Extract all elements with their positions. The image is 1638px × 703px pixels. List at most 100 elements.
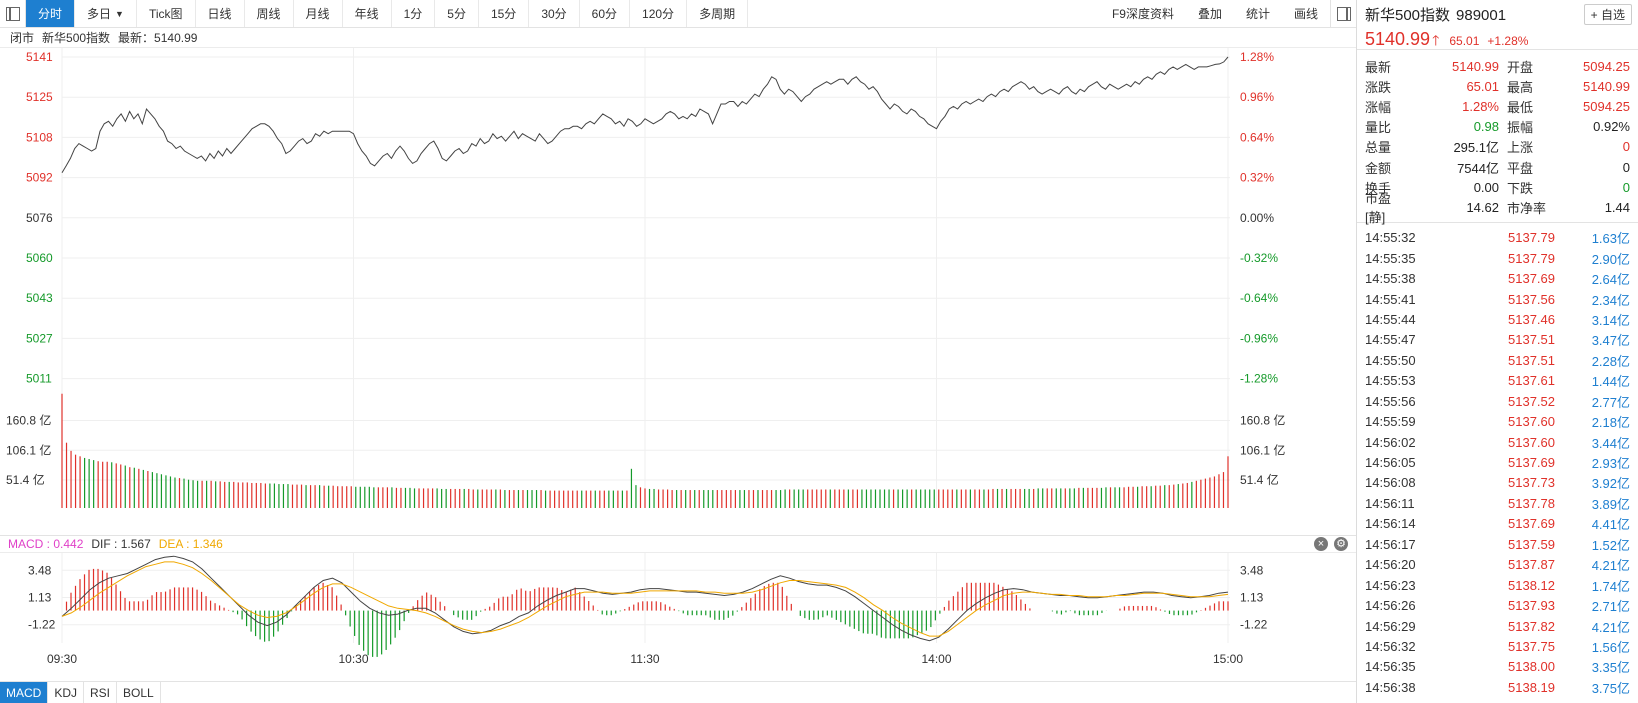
tick-time: 14:56:02 xyxy=(1365,434,1416,450)
time-tick-label: 09:30 xyxy=(47,652,77,666)
stats-row: 最新 5140.99 开盘 5094.25 xyxy=(1365,56,1630,76)
period-tab[interactable]: Tick图 xyxy=(137,0,196,27)
tick-time: 14:56:32 xyxy=(1365,638,1416,654)
right-panel-toggle[interactable] xyxy=(1330,0,1356,27)
period-tab[interactable]: 120分 xyxy=(630,0,688,27)
tick-amount: 2.64亿 xyxy=(1591,272,1630,288)
tick-time: 14:56:11 xyxy=(1365,495,1415,511)
macd-chart[interactable]: 3.48 3.48 1.13 1.13 -1.22 -1.22 09:30 10:30 11:3… xyxy=(0,553,1356,681)
tick-amount: 3.89亿 xyxy=(1591,496,1630,512)
stats-row: 市盈[静] 14.62 市净率 1.44 xyxy=(1365,191,1630,225)
tick-amount: 4.41亿 xyxy=(1591,517,1630,533)
latest-price: 最新：5140.99 xyxy=(118,31,198,45)
tick-amount: 3.92亿 xyxy=(1591,476,1630,492)
price-tick-label: 5092 xyxy=(26,171,53,185)
tick-row: 14:55:56 5137.52 2.77亿 xyxy=(1365,391,1630,411)
volume-tick-label: 51.4 亿 xyxy=(1240,472,1279,487)
tick-time: 14:55:56 xyxy=(1365,393,1416,409)
tool-tab[interactable]: 画线 xyxy=(1293,7,1318,21)
period-tab-label: 5分 xyxy=(447,7,466,21)
macd-tick-label: -1.22 xyxy=(1240,618,1268,632)
tool-tabs: F9深度资料 叠加 统计 画线 xyxy=(1100,0,1330,27)
period-tab-label: 日线 xyxy=(207,7,232,21)
tool-tab[interactable]: 叠加 xyxy=(1197,7,1222,21)
tick-time: 14:56:35 xyxy=(1365,659,1416,675)
tick-time: 14:56:29 xyxy=(1365,618,1416,634)
indicator-tab[interactable]: BOLL xyxy=(117,682,161,703)
add-watchlist-button[interactable]: + 自选 xyxy=(1583,4,1632,25)
tick-time: 14:55:32 xyxy=(1365,230,1416,246)
period-tab-label: 月线 xyxy=(305,7,330,21)
panel-change: 65.01 xyxy=(1449,34,1480,48)
tick-row: 14:55:35 5137.79 2.90亿 xyxy=(1365,248,1630,268)
stat-value: 65.01 xyxy=(1466,78,1499,94)
tick-time: 14:55:53 xyxy=(1365,373,1416,389)
period-tab[interactable]: 30分 xyxy=(529,0,580,27)
period-tab-label: 30分 xyxy=(541,7,567,21)
period-tab[interactable]: 1分 xyxy=(392,0,436,27)
tick-time: 14:56:17 xyxy=(1365,536,1416,552)
pct-tick-label: -0.64% xyxy=(1240,291,1278,305)
tick-amount: 3.47亿 xyxy=(1591,333,1630,349)
tick-time: 14:55:47 xyxy=(1365,332,1416,348)
index-name: 新华500指数 xyxy=(42,31,111,45)
stat-label: 开盘 xyxy=(1507,59,1534,75)
tick-price: 5137.78 xyxy=(1508,495,1555,511)
period-tab[interactable]: 15分 xyxy=(479,0,530,27)
tick-price: 5137.69 xyxy=(1508,271,1555,287)
tick-amount: 4.21亿 xyxy=(1591,619,1630,635)
period-tab-label: 年线 xyxy=(354,7,379,21)
period-tab-label: 1分 xyxy=(403,7,423,21)
tick-amount: 3.35亿 xyxy=(1591,660,1630,676)
indicator-tab[interactable]: RSI xyxy=(84,682,118,703)
price-line xyxy=(61,56,1229,173)
period-tab[interactable]: 月线 xyxy=(294,0,343,27)
stat-label: 量比 xyxy=(1365,120,1392,136)
tick-price: 5137.52 xyxy=(1508,393,1555,409)
period-tab[interactable]: 多日 ▼ xyxy=(75,0,137,27)
close-icon[interactable]: × xyxy=(1314,537,1328,551)
period-tab[interactable]: 年线 xyxy=(343,0,392,27)
stat-value: 5140.99 xyxy=(1452,58,1499,74)
tick-amount: 1.44亿 xyxy=(1591,374,1630,390)
tick-row: 14:55:32 5137.79 1.63亿 xyxy=(1365,228,1630,248)
price-tick-label: 5027 xyxy=(26,331,53,345)
time-tick-label: 14:00 xyxy=(921,652,951,666)
tick-price: 5137.60 xyxy=(1508,414,1555,430)
panel-index-code: 989001 xyxy=(1456,7,1507,24)
tool-tab[interactable]: F9深度资料 xyxy=(1111,7,1174,21)
up-arrow-icon: 🡑 xyxy=(1432,32,1440,48)
tick-amount: 3.75亿 xyxy=(1591,680,1630,696)
period-tab-label: 多日 xyxy=(87,7,112,21)
tick-price: 5137.73 xyxy=(1508,475,1555,491)
tick-price: 5138.00 xyxy=(1508,659,1555,675)
period-tab[interactable]: 周线 xyxy=(245,0,294,27)
price-tick-label: 5076 xyxy=(26,211,53,225)
indicator-tab[interactable]: MACD xyxy=(0,682,49,703)
caret-down-icon: ▼ xyxy=(115,8,124,19)
stat-value: 0 xyxy=(1622,139,1630,155)
period-tab-label: 分时 xyxy=(38,7,63,21)
left-panel-toggle[interactable] xyxy=(0,0,26,27)
tick-amount: 1.56亿 xyxy=(1591,639,1630,655)
period-tab-label: 60分 xyxy=(591,7,618,21)
period-tab[interactable]: 分时 xyxy=(26,0,76,27)
period-tab[interactable]: 5分 xyxy=(435,0,479,27)
tool-tab[interactable]: 统计 xyxy=(1245,7,1270,21)
stat-value: 1.44 xyxy=(1604,199,1630,215)
stat-label: 最新 xyxy=(1365,59,1392,75)
indicator-tab[interactable]: KDJ xyxy=(48,682,85,703)
stat-label: 涨跌 xyxy=(1365,79,1392,95)
intraday-chart[interactable]: 5141 1.28% 5125 0.96% 5108 0.64% 5092 0.32% 5076… xyxy=(0,48,1356,535)
tick-list[interactable]: 14:55:32 5137.79 1.63亿 14:55:35 5137.79 2.90亿… xyxy=(1357,223,1638,698)
macd-tick-label: 1.13 xyxy=(28,590,52,604)
period-tab[interactable]: 多周期 xyxy=(687,0,749,27)
gear-icon[interactable]: ⚙ xyxy=(1334,537,1348,551)
dea-line xyxy=(61,561,1229,637)
stat-value: 0.00 xyxy=(1473,179,1499,195)
tick-row: 14:56:32 5137.75 1.56亿 xyxy=(1365,636,1630,656)
period-tab[interactable]: 60分 xyxy=(580,0,631,27)
tick-time: 14:56:38 xyxy=(1365,679,1416,695)
time-tick-label: 10:30 xyxy=(338,652,368,666)
period-tab[interactable]: 日线 xyxy=(196,0,245,27)
